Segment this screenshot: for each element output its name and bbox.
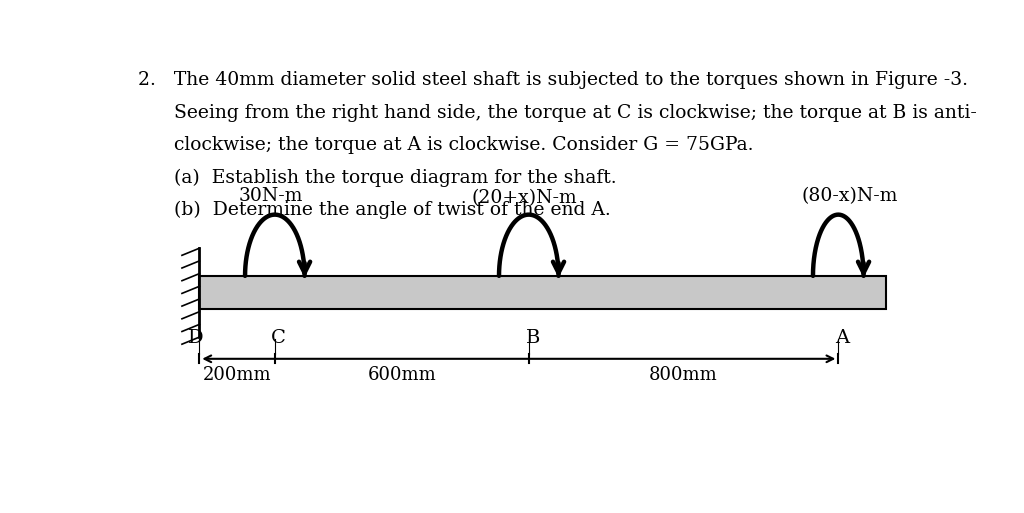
Text: (80-x)N-m: (80-x)N-m bbox=[802, 187, 898, 205]
Text: 200mm: 200mm bbox=[203, 366, 271, 384]
Text: (a)  Establish the torque diagram for the shaft.: (a) Establish the torque diagram for the… bbox=[137, 169, 616, 187]
Text: D: D bbox=[187, 329, 204, 347]
Text: Seeing from the right hand side, the torque at C is clockwise; the torque at B i: Seeing from the right hand side, the tor… bbox=[137, 104, 977, 122]
Text: 800mm: 800mm bbox=[649, 366, 718, 384]
Text: 600mm: 600mm bbox=[368, 366, 436, 384]
Text: (20+x)N-m: (20+x)N-m bbox=[472, 189, 578, 207]
Text: 30N-m: 30N-m bbox=[239, 187, 303, 205]
Text: A: A bbox=[836, 329, 849, 347]
Text: 2.   The 40mm diameter solid steel shaft is subjected to the torques shown in Fi: 2. The 40mm diameter solid steel shaft i… bbox=[137, 71, 968, 89]
Bar bbox=[200, 276, 886, 309]
Text: clockwise; the torque at A is clockwise. Consider G = 75GPa.: clockwise; the torque at A is clockwise.… bbox=[137, 136, 753, 154]
Text: (b)  Determine the angle of twist of the end A.: (b) Determine the angle of twist of the … bbox=[137, 201, 610, 219]
Text: C: C bbox=[271, 329, 287, 347]
Text: B: B bbox=[525, 329, 540, 347]
